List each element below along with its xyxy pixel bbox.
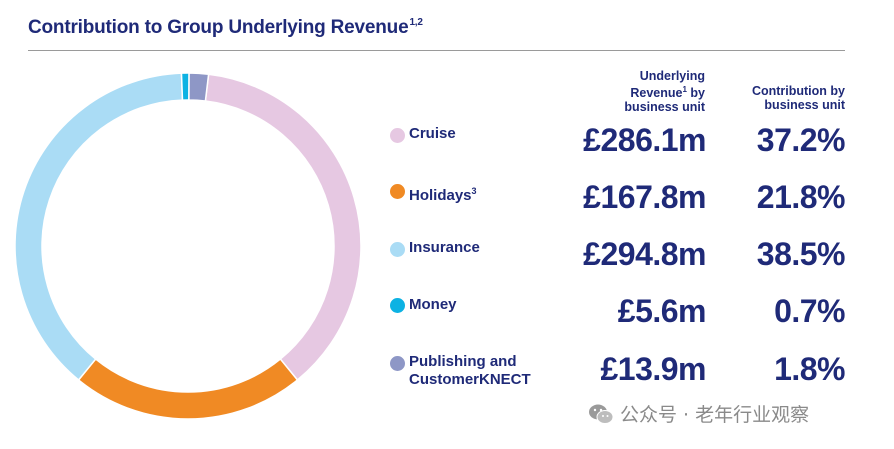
revenue-value-insurance: £294.8m (583, 236, 706, 272)
legend-swatch-insurance (390, 242, 405, 257)
revenue-value-cruise: £286.1m (583, 122, 706, 158)
legend-label-publishing: Publishing and CustomerKNECT (409, 353, 531, 388)
percent-value-holidays: 21.8% (756, 179, 846, 215)
percent-value-money: 0.7% (774, 293, 845, 329)
revenue-value-holidays: £167.8m (583, 179, 706, 215)
legend-row-holidays: Holidays3 £167.8m 21.8% (0, 176, 894, 226)
revenue-value-publishing: £13.9m (600, 351, 706, 387)
legend-row-cruise: Cruise £286.1m 37.2% (0, 118, 894, 168)
watermark: 公众号 · 老年行业观察 (620, 404, 810, 426)
percent-value-publishing: 1.8% (774, 351, 845, 387)
percent-value-cruise: 37.2% (756, 122, 846, 158)
donut-chart (14, 72, 362, 420)
legend-row-money: Money £5.6m 0.7% (0, 290, 894, 340)
legend-row-publishing: Publishing and CustomerKNECT £13.9m 1.8% (0, 348, 894, 398)
revenue-column-header: Underlying Revenue1 by business unit (624, 69, 705, 114)
donut-slice-publishing (188, 72, 210, 102)
legend-label-cruise: Cruise (409, 125, 456, 142)
donut-slice-money (180, 72, 190, 101)
legend-swatch-publishing (390, 356, 405, 371)
legend-swatch-money (390, 298, 405, 313)
percent-value-insurance: 38.5% (756, 236, 846, 272)
legend-label-money: Money (409, 296, 457, 313)
legend-label-insurance: Insurance (409, 239, 480, 256)
contribution-column-header: Contribution by business unit (751, 84, 845, 112)
legend-label-holidays: Holidays3 (409, 186, 477, 204)
chart-title: Contribution to Group Underlying Revenue… (28, 17, 423, 38)
wechat-icon (589, 404, 614, 424)
title-divider (28, 50, 845, 51)
legend-swatch-cruise (390, 128, 405, 143)
legend-row-insurance: Insurance £294.8m 38.5% (0, 233, 894, 283)
legend-swatch-holidays (390, 184, 405, 199)
revenue-value-money: £5.6m (617, 293, 707, 329)
